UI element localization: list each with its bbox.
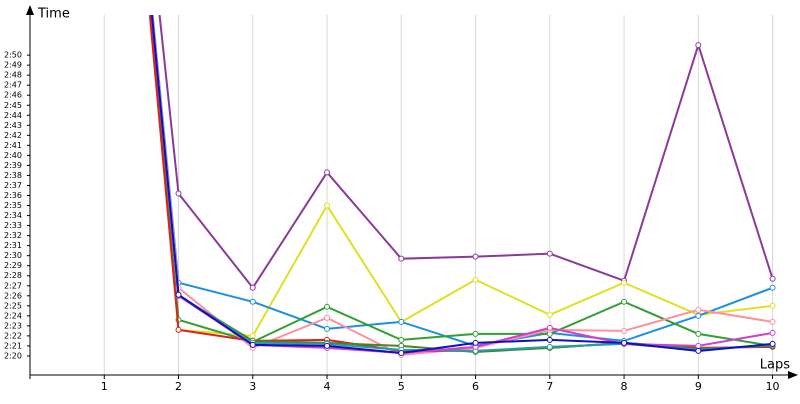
x-tick-label: 8 [621,380,628,393]
y-tick-label: 2:28 [4,271,22,280]
y-tick-label: 2:23 [4,321,22,330]
point [472,276,479,283]
y-tick-label: 2:24 [4,311,22,320]
series-line [148,15,773,337]
point [695,312,702,319]
y-tick-label: 2:27 [4,281,22,290]
y-tick-label: 2:41 [4,141,22,150]
y-tick-label: 2:43 [4,121,22,130]
point [769,284,776,291]
y-tick-label: 2:39 [4,161,22,170]
point [695,347,702,354]
point [695,306,702,313]
point [398,318,405,325]
point [546,324,553,331]
point [249,284,256,291]
point [249,298,256,305]
x-tick-label: 6 [472,380,479,393]
x-tick-label: 10 [766,380,780,393]
y-tick-label: 2:25 [4,301,22,310]
y-tick-label: 2:47 [4,81,22,90]
point [546,311,553,318]
point [546,343,553,350]
point [621,279,628,286]
point [175,326,182,333]
y-tick-label: 2:31 [4,241,22,250]
y-tick-label: 2:42 [4,131,22,140]
point [324,325,331,332]
point [175,190,182,197]
y-tick-label: 2:29 [4,261,22,270]
y-tick-label: 2:26 [4,291,22,300]
y-tick-label: 2:30 [4,251,22,260]
point [769,340,776,347]
point [769,275,776,282]
y-tick-label: 2:45 [4,101,22,110]
series-line [150,15,773,353]
point [324,342,331,349]
point [621,298,628,305]
point [695,342,702,349]
point [398,349,405,356]
x-tick-label: 9 [695,380,702,393]
y-tick-label: 2:34 [4,211,22,220]
y-tick-label: 2:48 [4,71,22,80]
point [695,330,702,337]
x-tick-label: 5 [398,380,405,393]
y-tick-label: 2:33 [4,221,22,230]
series-line [150,15,773,354]
y-tick-label: 2:44 [4,111,22,120]
x-tick-label: 2 [175,380,182,393]
x-tick-label: 1 [101,380,108,393]
x-axis-label: Laps [760,358,790,373]
point [324,202,331,209]
point [769,329,776,336]
y-tick-label: 2:21 [4,341,22,350]
y-tick-label: 2:50 [4,51,22,60]
point [769,302,776,309]
series-line [151,15,773,347]
point [398,255,405,262]
y-tick-label: 2:38 [4,171,22,180]
point [621,327,628,334]
series-line [158,15,774,290]
point [175,291,182,298]
point [398,336,405,343]
point [249,332,256,339]
y-tick-label: 2:46 [4,91,22,100]
y-tick-label: 2:49 [4,61,22,70]
series-line [149,15,773,347]
x-tick-label: 4 [324,380,331,393]
y-tick-label: 2:37 [4,181,22,190]
y-tick-label: 2:40 [4,151,22,160]
y-tick-label: 2:32 [4,231,22,240]
point [695,42,702,49]
point [546,336,553,343]
y-tick-label: 2:35 [4,201,22,210]
point [769,318,776,325]
point [324,303,331,310]
point [324,314,331,321]
y-tick-label: 2:36 [4,191,22,200]
point [324,169,331,176]
y-tick-label: 2:20 [4,351,22,360]
x-tick-label: 3 [249,380,256,393]
y-tick-label: 2:22 [4,331,22,340]
point [472,339,479,346]
y-axis-label: Time [37,7,70,22]
x-arrow [788,371,798,379]
series-line [150,15,773,352]
point [472,330,479,337]
y-arrow [26,5,34,15]
point [621,339,628,346]
series-line [148,15,773,352]
point [249,341,256,348]
x-tick-label: 7 [546,380,553,393]
point [546,250,553,257]
point [472,253,479,260]
